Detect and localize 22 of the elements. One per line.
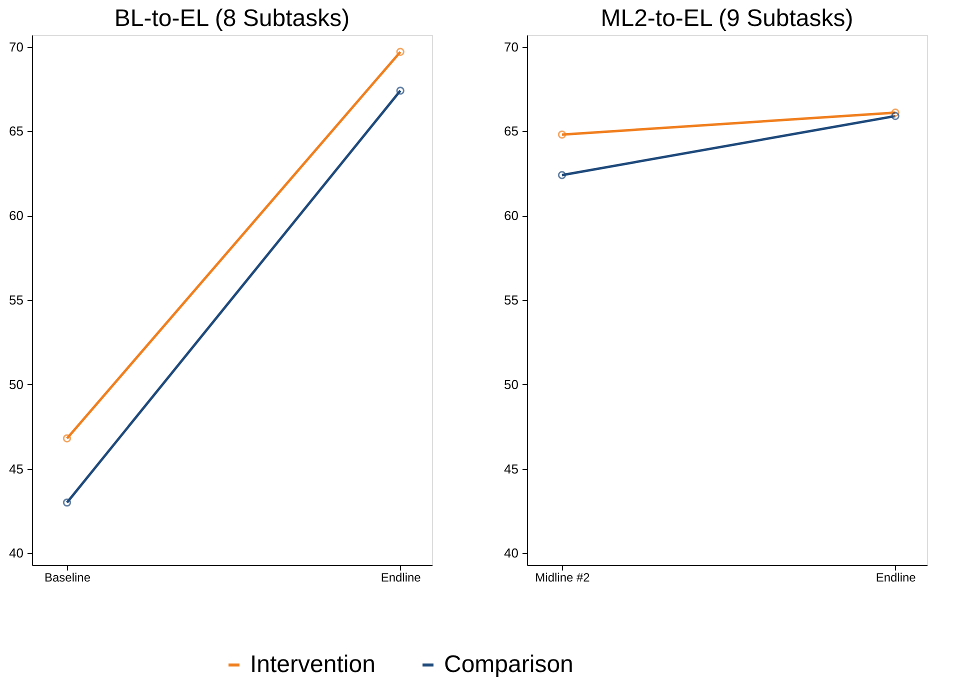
y-tick-label: 55	[504, 292, 518, 308]
y-tick-label: 60	[9, 208, 24, 224]
x-tick-label: Midline #2	[535, 570, 590, 584]
x-tick-label: Endline	[876, 570, 916, 584]
x-tick-label: Baseline	[44, 570, 91, 584]
y-tick-label: 50	[504, 376, 518, 392]
x-tick-label: Endline	[380, 570, 422, 584]
legend-label: Comparison	[444, 651, 574, 678]
y-tick-label: 70	[504, 39, 518, 54]
y-tick-label: 70	[9, 39, 24, 54]
y-tick-label: 50	[9, 376, 24, 392]
y-tick-label: 60	[504, 208, 518, 224]
y-tick-label: 65	[504, 124, 518, 139]
y-tick-label: 40	[9, 546, 24, 561]
y-tick-label: 45	[504, 461, 518, 476]
y-tick-label: 40	[504, 546, 518, 561]
y-tick-label: 55	[9, 292, 24, 308]
chart-title: ML2-to-EL (9 Subtasks)	[600, 5, 854, 32]
legend-label: Intervention	[250, 651, 376, 678]
chart-title: BL-to-EL (8 Subtasks)	[114, 5, 350, 32]
y-tick-label: 65	[9, 124, 24, 139]
y-tick-label: 45	[9, 461, 24, 476]
